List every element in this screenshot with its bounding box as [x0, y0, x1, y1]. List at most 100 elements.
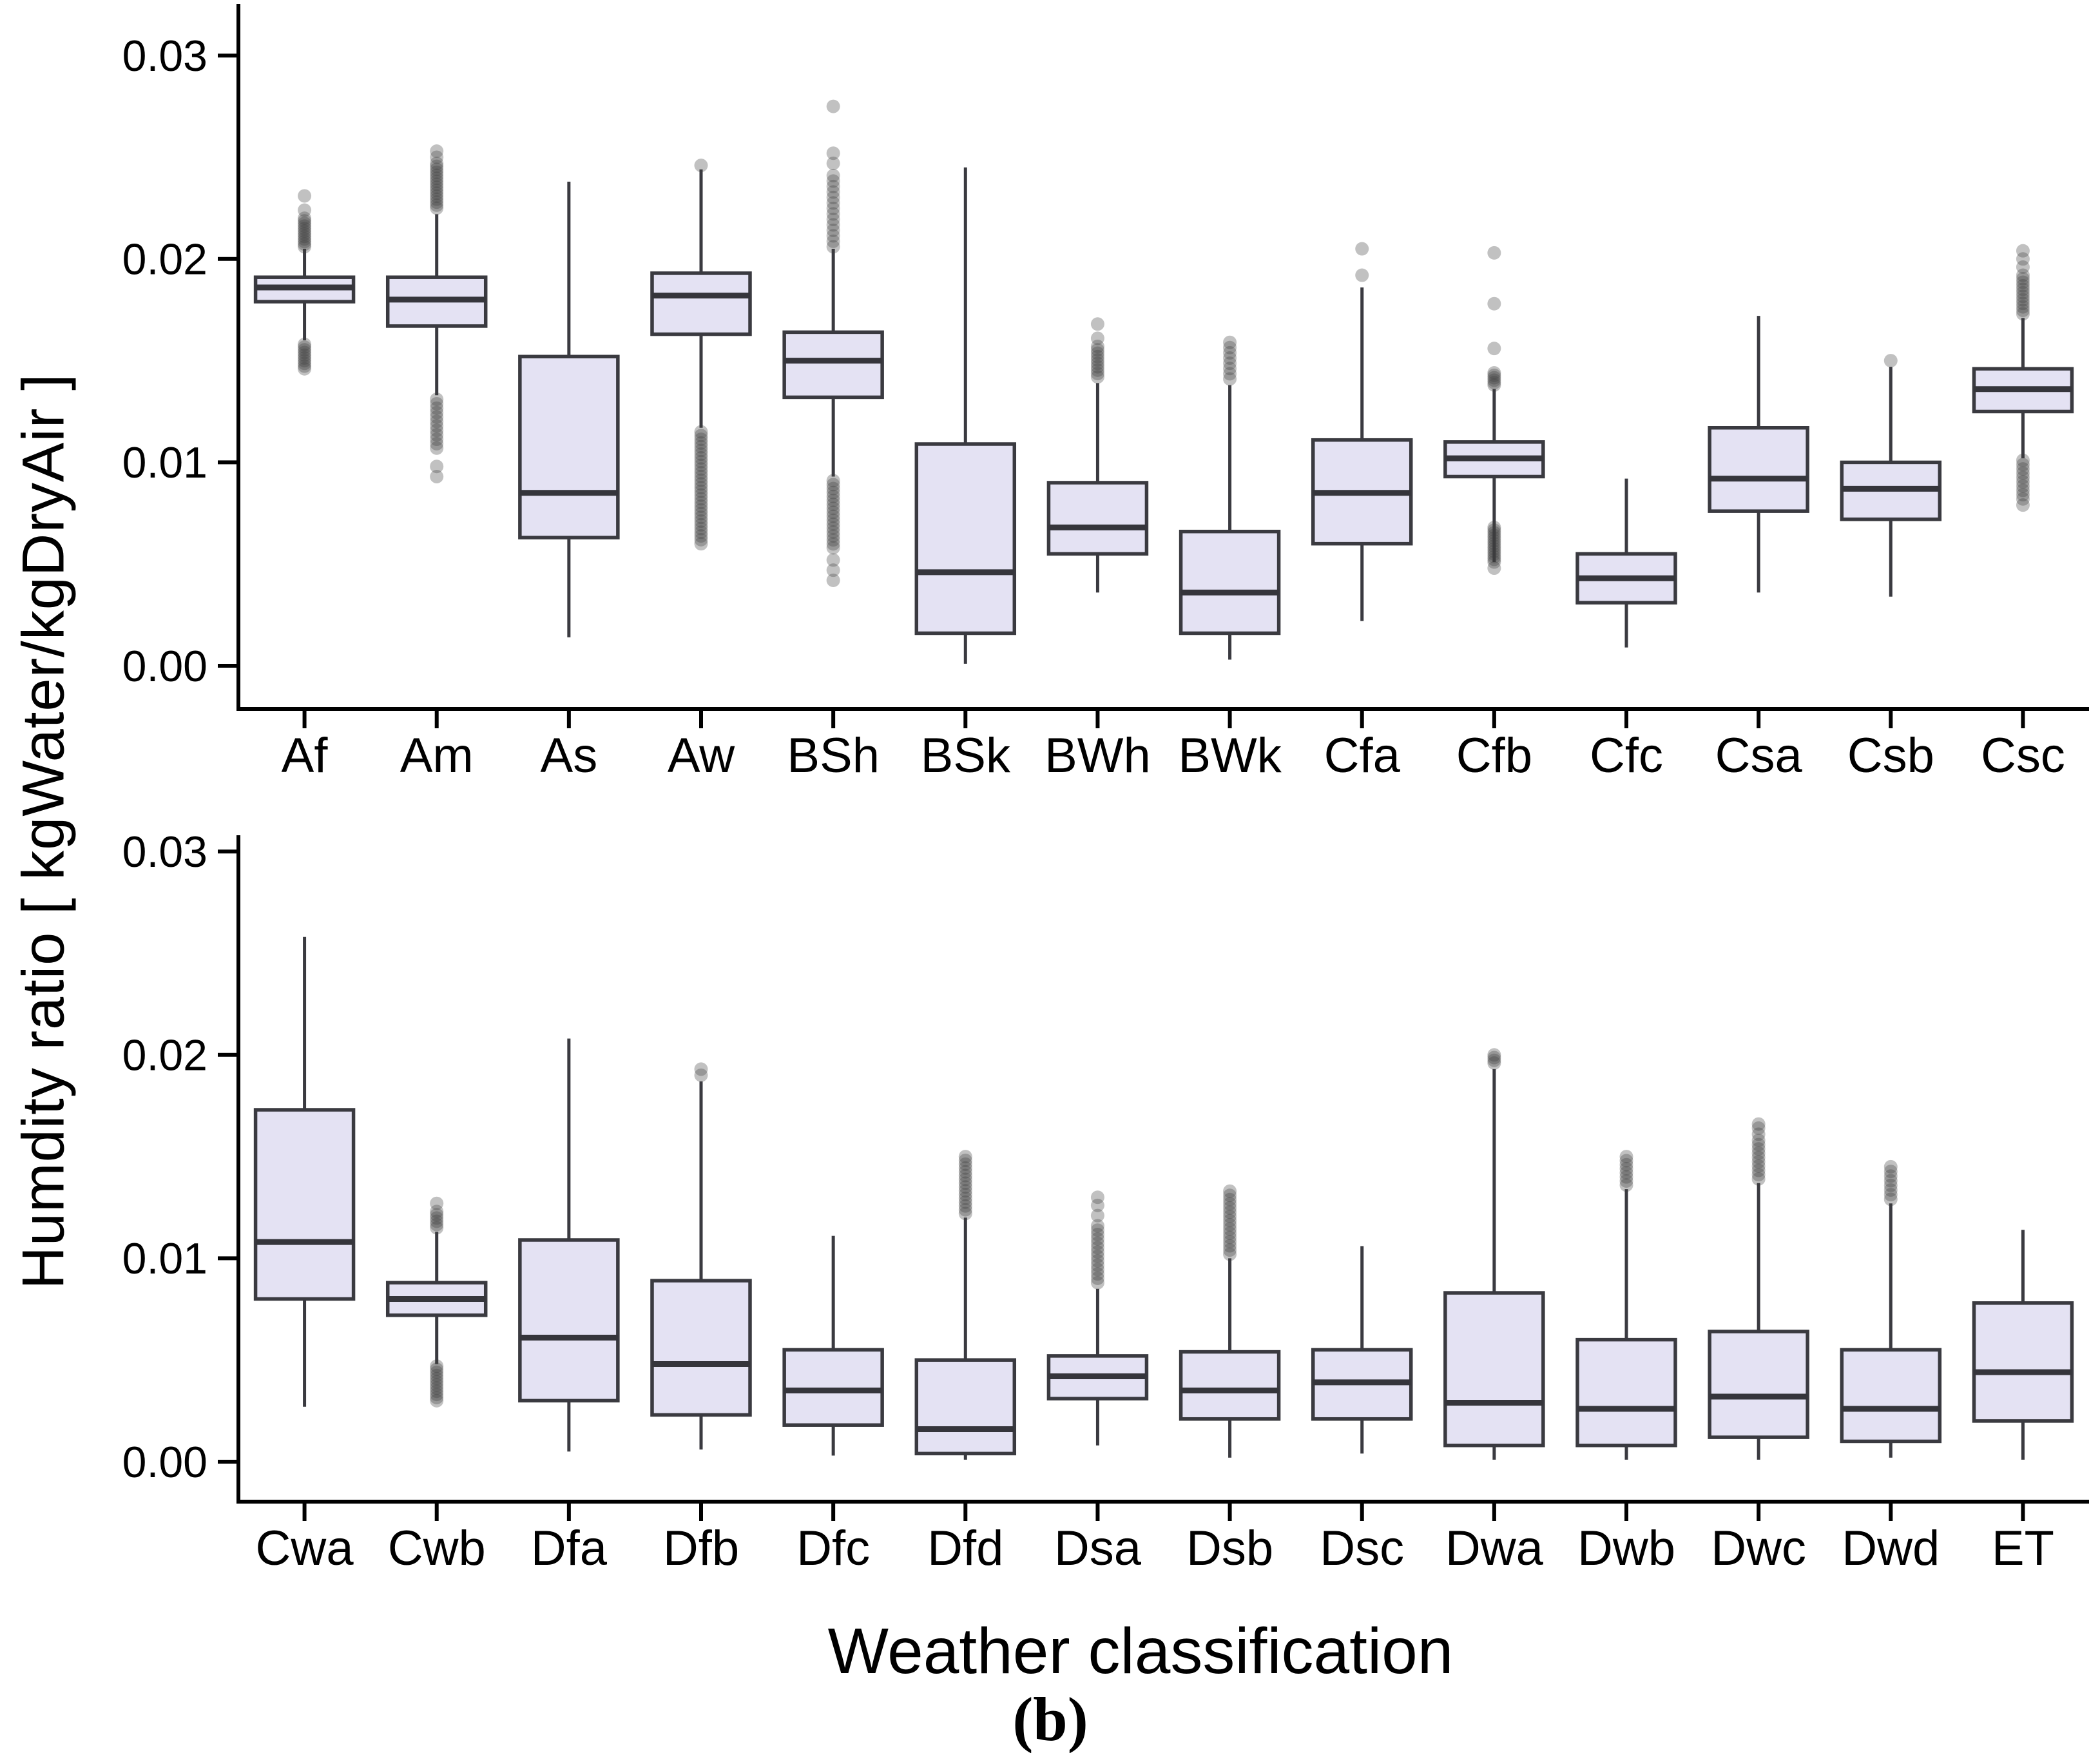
outlier-dot-Cfb [1487, 523, 1501, 538]
outlier-dot-Dwb [1619, 1178, 1633, 1192]
outlier-dot-BSh [826, 229, 840, 243]
outlier-dot-Dwc [1751, 1159, 1766, 1173]
outlier-dot-Csc [2016, 286, 2030, 300]
outlier-dot-BSh [826, 489, 840, 503]
outlier-dot-Aw [694, 436, 708, 450]
outlier-dot-BSh [826, 190, 840, 204]
outlier-dot-Dwc [1751, 1133, 1766, 1147]
box-Dwa [1443, 1291, 1545, 1448]
outlier-dot-Dwd [1883, 1183, 1898, 1197]
outlier-dot-Am [430, 168, 444, 182]
figure-caption: (b) [1012, 1685, 1088, 1753]
outlier-dot-Am [430, 405, 444, 420]
outlier-dot-BWk [1223, 351, 1237, 365]
box-Aw [650, 271, 752, 336]
outlier-dot-Dsa [1090, 1249, 1104, 1263]
outlier-dot-Dsb [1223, 1226, 1237, 1240]
outlier-dot-Am [430, 171, 444, 186]
outlier-dot-Dwc [1751, 1127, 1766, 1141]
outlier-dot-Dfd [958, 1191, 972, 1205]
outlier-dot-Aw [694, 510, 708, 525]
outlier-dot-Am [430, 201, 444, 215]
box-Dfd [914, 1358, 1017, 1456]
outlier-dot-Dfd [958, 1180, 972, 1194]
outlier-dot-BWk [1223, 335, 1237, 349]
outlier-dot-Dsa [1090, 1263, 1104, 1277]
outlier-dot-BSh [826, 509, 840, 523]
outlier-dot-Dsb [1223, 1184, 1237, 1198]
outlier-dot-Dsa [1090, 1198, 1104, 1212]
outlier-dot-Dwd [1883, 1169, 1898, 1183]
outlier-dot-Aw [694, 425, 708, 439]
outlier-dot-Csc [2016, 466, 2030, 480]
outlier-dot-Aw [694, 473, 708, 487]
outlier-dot-Cfb [1487, 539, 1501, 553]
outlier-dot-Dwc [1751, 1155, 1766, 1169]
outlier-dot-BSh [826, 553, 840, 567]
outlier-dot-Dwc [1751, 1117, 1766, 1131]
outlier-dot-BWh [1090, 360, 1104, 374]
outlier-dot-Csc [2016, 300, 2030, 314]
outlier-dot-Am [430, 428, 444, 442]
outlier-dot-Am [430, 165, 444, 179]
outlier-dot-Af [298, 211, 312, 226]
outlier-dot-Dfd [958, 1184, 972, 1198]
outlier-dot-Cfb [1487, 534, 1501, 548]
outlier-dot-Af [298, 214, 312, 228]
box-Dsb [1179, 1350, 1281, 1421]
outlier-dot-Dwc [1751, 1146, 1766, 1160]
outlier-dot-Am [430, 419, 444, 433]
outlier-dot-Cwb [430, 1362, 444, 1377]
outlier-dot-Aw [694, 469, 708, 483]
outlier-dot-Cfb [1487, 366, 1501, 380]
outlier-dot-Dsb [1223, 1205, 1237, 1219]
outlier-dot-Dwd [1883, 1178, 1898, 1192]
category-label-Dwd: Dwd [1842, 1521, 1940, 1576]
outlier-dot-Dsa [1090, 1267, 1104, 1281]
outlier-dot-BWk [1223, 345, 1237, 360]
outlier-dot-Aw [694, 492, 708, 506]
outlier-dot-Af [298, 203, 312, 217]
outlier-dot-Dfd [958, 1188, 972, 1202]
category-label-Dfa: Dfa [531, 1521, 608, 1576]
outlier-dot-Csc [2016, 282, 2030, 296]
outlier-dot-Dwd [1883, 1188, 1898, 1202]
outlier-dot-BWk [1223, 340, 1237, 354]
outlier-dot-Am [430, 469, 444, 483]
outlier-dot-Dfd [958, 1203, 972, 1217]
outlier-dot-Dsa [1090, 1219, 1104, 1233]
outlier-dot-Aw [694, 521, 708, 536]
outlier-dot-BWh [1090, 346, 1104, 360]
outlier-dot-Cfb [1487, 552, 1501, 567]
outlier-dot-Dsb [1223, 1222, 1237, 1236]
outlier-dot-Af [298, 362, 312, 376]
outlier-dot-Dwb [1619, 1162, 1633, 1176]
outlier-dot-BSh [826, 498, 840, 512]
outlier-dot-BSh [826, 212, 840, 226]
box-BWh [1046, 481, 1149, 556]
outlier-dot-Cfb [1487, 541, 1501, 556]
outlier-dot-Aw [694, 458, 708, 472]
outlier-dot-Dfd [958, 1165, 972, 1179]
outlier-dot-Am [430, 198, 444, 212]
outlier-dot-BSh [826, 501, 840, 516]
outlier-dot-Dwb [1619, 1154, 1633, 1168]
category-label-Dsc: Dsc [1320, 1521, 1404, 1576]
outlier-dot-BSh [826, 493, 840, 507]
outlier-dot-Aw [694, 507, 708, 521]
outlier-dot-Am [430, 159, 444, 173]
outlier-dot-BWk [1223, 367, 1237, 381]
outlier-dot-Dsa [1090, 1208, 1104, 1223]
outlier-dot-Dwa [1487, 1056, 1501, 1070]
outlier-dot-Cwb [430, 1214, 444, 1228]
category-label-Dfb: Dfb [663, 1521, 739, 1576]
outlier-dot-Cfb [1487, 342, 1501, 356]
outlier-dot-Dfb [694, 1062, 708, 1076]
y-tick-label: 0.00 [122, 1438, 207, 1487]
outlier-dot-Aw [694, 532, 708, 547]
outlier-dot-Aw [694, 454, 708, 469]
outlier-dot-Cwb [430, 1378, 444, 1392]
y-tick-label: 0.03 [122, 32, 207, 81]
outlier-dot-Af [298, 354, 312, 368]
